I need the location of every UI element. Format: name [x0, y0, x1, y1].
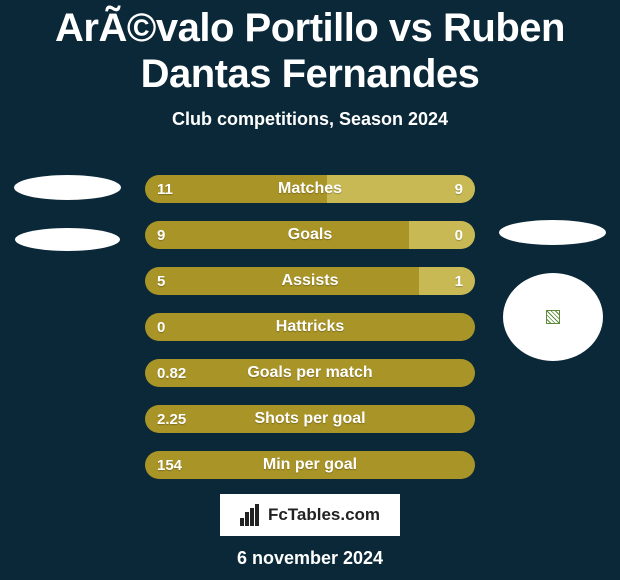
fctables-badge[interactable]: FcTables.com — [220, 494, 400, 536]
date-label: 6 november 2024 — [237, 548, 383, 569]
stat-bar-left: 2.25 — [145, 405, 475, 433]
player-left-oval-1 — [14, 175, 121, 200]
right-column — [495, 220, 610, 361]
stats-area: 119Matches 90Goals 51Assists 0Hattricks 0.82… — [10, 175, 610, 479]
stat-bar-left: 0 — [145, 313, 475, 341]
stat-bars: 119Matches 90Goals 51Assists 0Hattricks 0.82… — [125, 175, 495, 479]
subtitle: Club competitions, Season 2024 — [172, 109, 448, 130]
stat-bar: 119Matches — [145, 175, 475, 203]
stat-bar: 154Min per goal — [145, 451, 475, 479]
player-left-oval-2 — [15, 228, 120, 251]
stat-bar-right: 0 — [409, 221, 475, 249]
stat-bar: 51Assists — [145, 267, 475, 295]
placeholder-icon — [546, 310, 560, 324]
player-right-oval — [499, 220, 606, 245]
stat-bar: 0Hattricks — [145, 313, 475, 341]
player-right-circle — [503, 273, 603, 361]
stat-bar-right: 1 — [419, 267, 475, 295]
stat-bar-left: 154 — [145, 451, 475, 479]
fctables-label: FcTables.com — [268, 505, 380, 525]
stat-bar: 2.25Shots per goal — [145, 405, 475, 433]
stat-bar: 90Goals — [145, 221, 475, 249]
stat-bar: 0.82Goals per match — [145, 359, 475, 387]
stat-bar-right: 9 — [327, 175, 476, 203]
stat-bar-left: 0.82 — [145, 359, 475, 387]
page-title: ArÃ©valo Portillo vs Ruben Dantas Fernan… — [10, 5, 610, 97]
left-column — [10, 175, 125, 251]
stat-bar-left: 9 — [145, 221, 409, 249]
stat-bar-left: 5 — [145, 267, 419, 295]
stat-bar-left: 11 — [145, 175, 327, 203]
bar-chart-icon — [240, 504, 262, 526]
